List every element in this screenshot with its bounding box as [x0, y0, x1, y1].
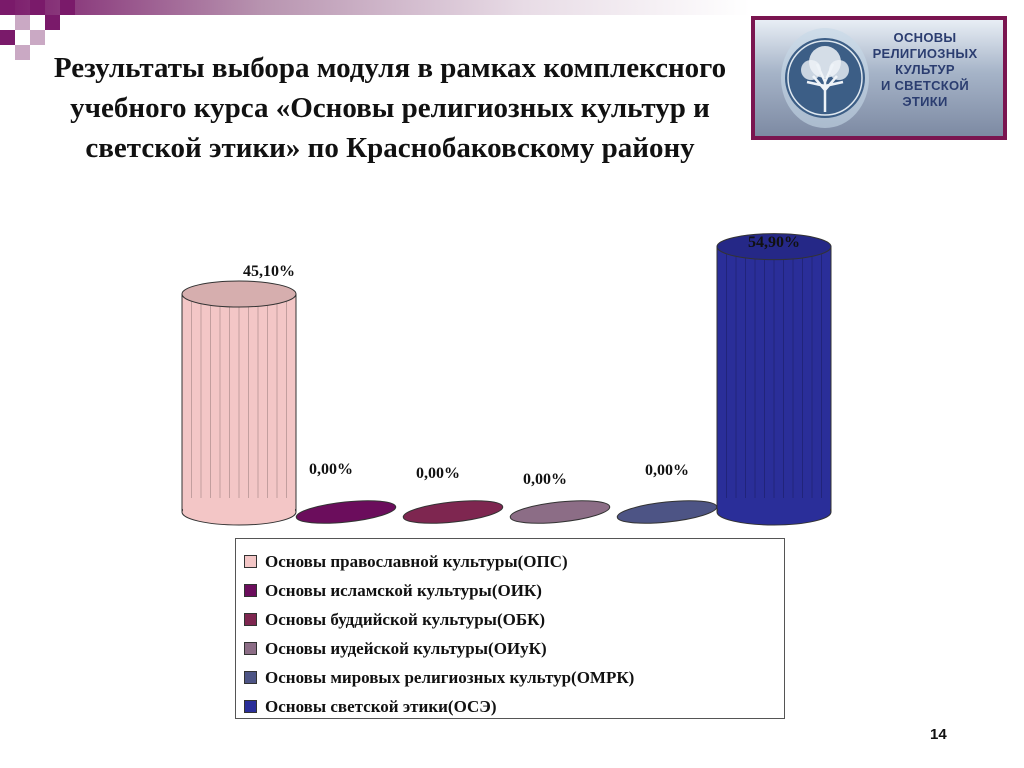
- decor-square: [0, 0, 15, 15]
- course-logo: ОСНОВЫ РЕЛИГИОЗНЫХ КУЛЬТУР И СВЕТСКОЙ ЭТ…: [751, 16, 1007, 140]
- decor-square: [30, 30, 45, 45]
- legend-swatch: [244, 555, 257, 568]
- legend-label: Основы православной культуры(ОПС): [265, 551, 568, 571]
- slide-title: Результаты выбора модуля в рамках компле…: [53, 52, 727, 164]
- decor-square: [30, 0, 45, 15]
- data-label-4: 0,00%: [523, 471, 567, 488]
- bar-6-base-fill: [718, 498, 830, 512]
- page-number: 14: [930, 726, 947, 743]
- decor-square: [0, 30, 15, 45]
- legend-label: Основы исламской культуры(ОИК): [265, 580, 542, 600]
- legend-swatch: [244, 642, 257, 655]
- legend-label: Основы иудейской культуры(ОИуК): [265, 638, 547, 658]
- decor-square: [45, 15, 60, 30]
- legend-item: Основы иудейской культуры(ОИуК): [244, 634, 784, 663]
- decor-square: [60, 0, 75, 15]
- legend-swatch: [244, 613, 257, 626]
- bar-6-top: [716, 233, 832, 261]
- legend-label: Основы мировых религиозных культур(ОМРК): [265, 667, 635, 687]
- top-decor-bar: [0, 0, 750, 15]
- legend-swatch: [244, 671, 257, 684]
- legend-item: Основы православной культуры(ОПС): [244, 547, 784, 576]
- legend-label: Основы буддийской культуры(ОБК): [265, 609, 546, 629]
- legend-item: Основы исламской культуры(ОИК): [244, 576, 784, 605]
- bar-chart: 45,10% 0,00% 0,00% 0,00% 0,00% 54,90%: [181, 233, 832, 526]
- data-label-2: 0,00%: [309, 461, 353, 478]
- data-label-3: 0,00%: [416, 465, 460, 482]
- bar-2: [295, 500, 397, 524]
- logo-text: ОСНОВЫ РЕЛИГИОЗНЫХ КУЛЬТУР И СВЕТСКОЙ ЭТ…: [872, 30, 978, 109]
- data-label-5: 0,00%: [645, 462, 689, 479]
- decor-square: [15, 45, 30, 60]
- legend-item: Основы мировых религиозных культур(ОМРК): [244, 663, 784, 692]
- bar-3: [402, 500, 504, 524]
- chart-legend: Основы православной культуры(ОПС) Основы…: [235, 538, 785, 719]
- data-label-1: 45,10%: [243, 263, 295, 280]
- bar-1-top: [181, 280, 297, 308]
- legend-swatch: [244, 584, 257, 597]
- bar-5: [616, 500, 718, 524]
- logo-panel: ОСНОВЫ РЕЛИГИОЗНЫХ КУЛЬТУР И СВЕТСКОЙ ЭТ…: [755, 20, 1003, 136]
- tree-emblem-icon: [781, 28, 869, 128]
- legend-item: Основы светской этики(ОСЭ): [244, 692, 784, 721]
- legend-label: Основы светской этики(ОСЭ): [265, 696, 497, 716]
- legend-swatch: [244, 700, 257, 713]
- bar-4: [509, 500, 611, 524]
- bar-1-base-fill: [183, 498, 295, 512]
- data-label-6: 54,90%: [748, 234, 800, 251]
- decor-square: [15, 15, 30, 30]
- legend-item: Основы буддийской культуры(ОБК): [244, 605, 784, 634]
